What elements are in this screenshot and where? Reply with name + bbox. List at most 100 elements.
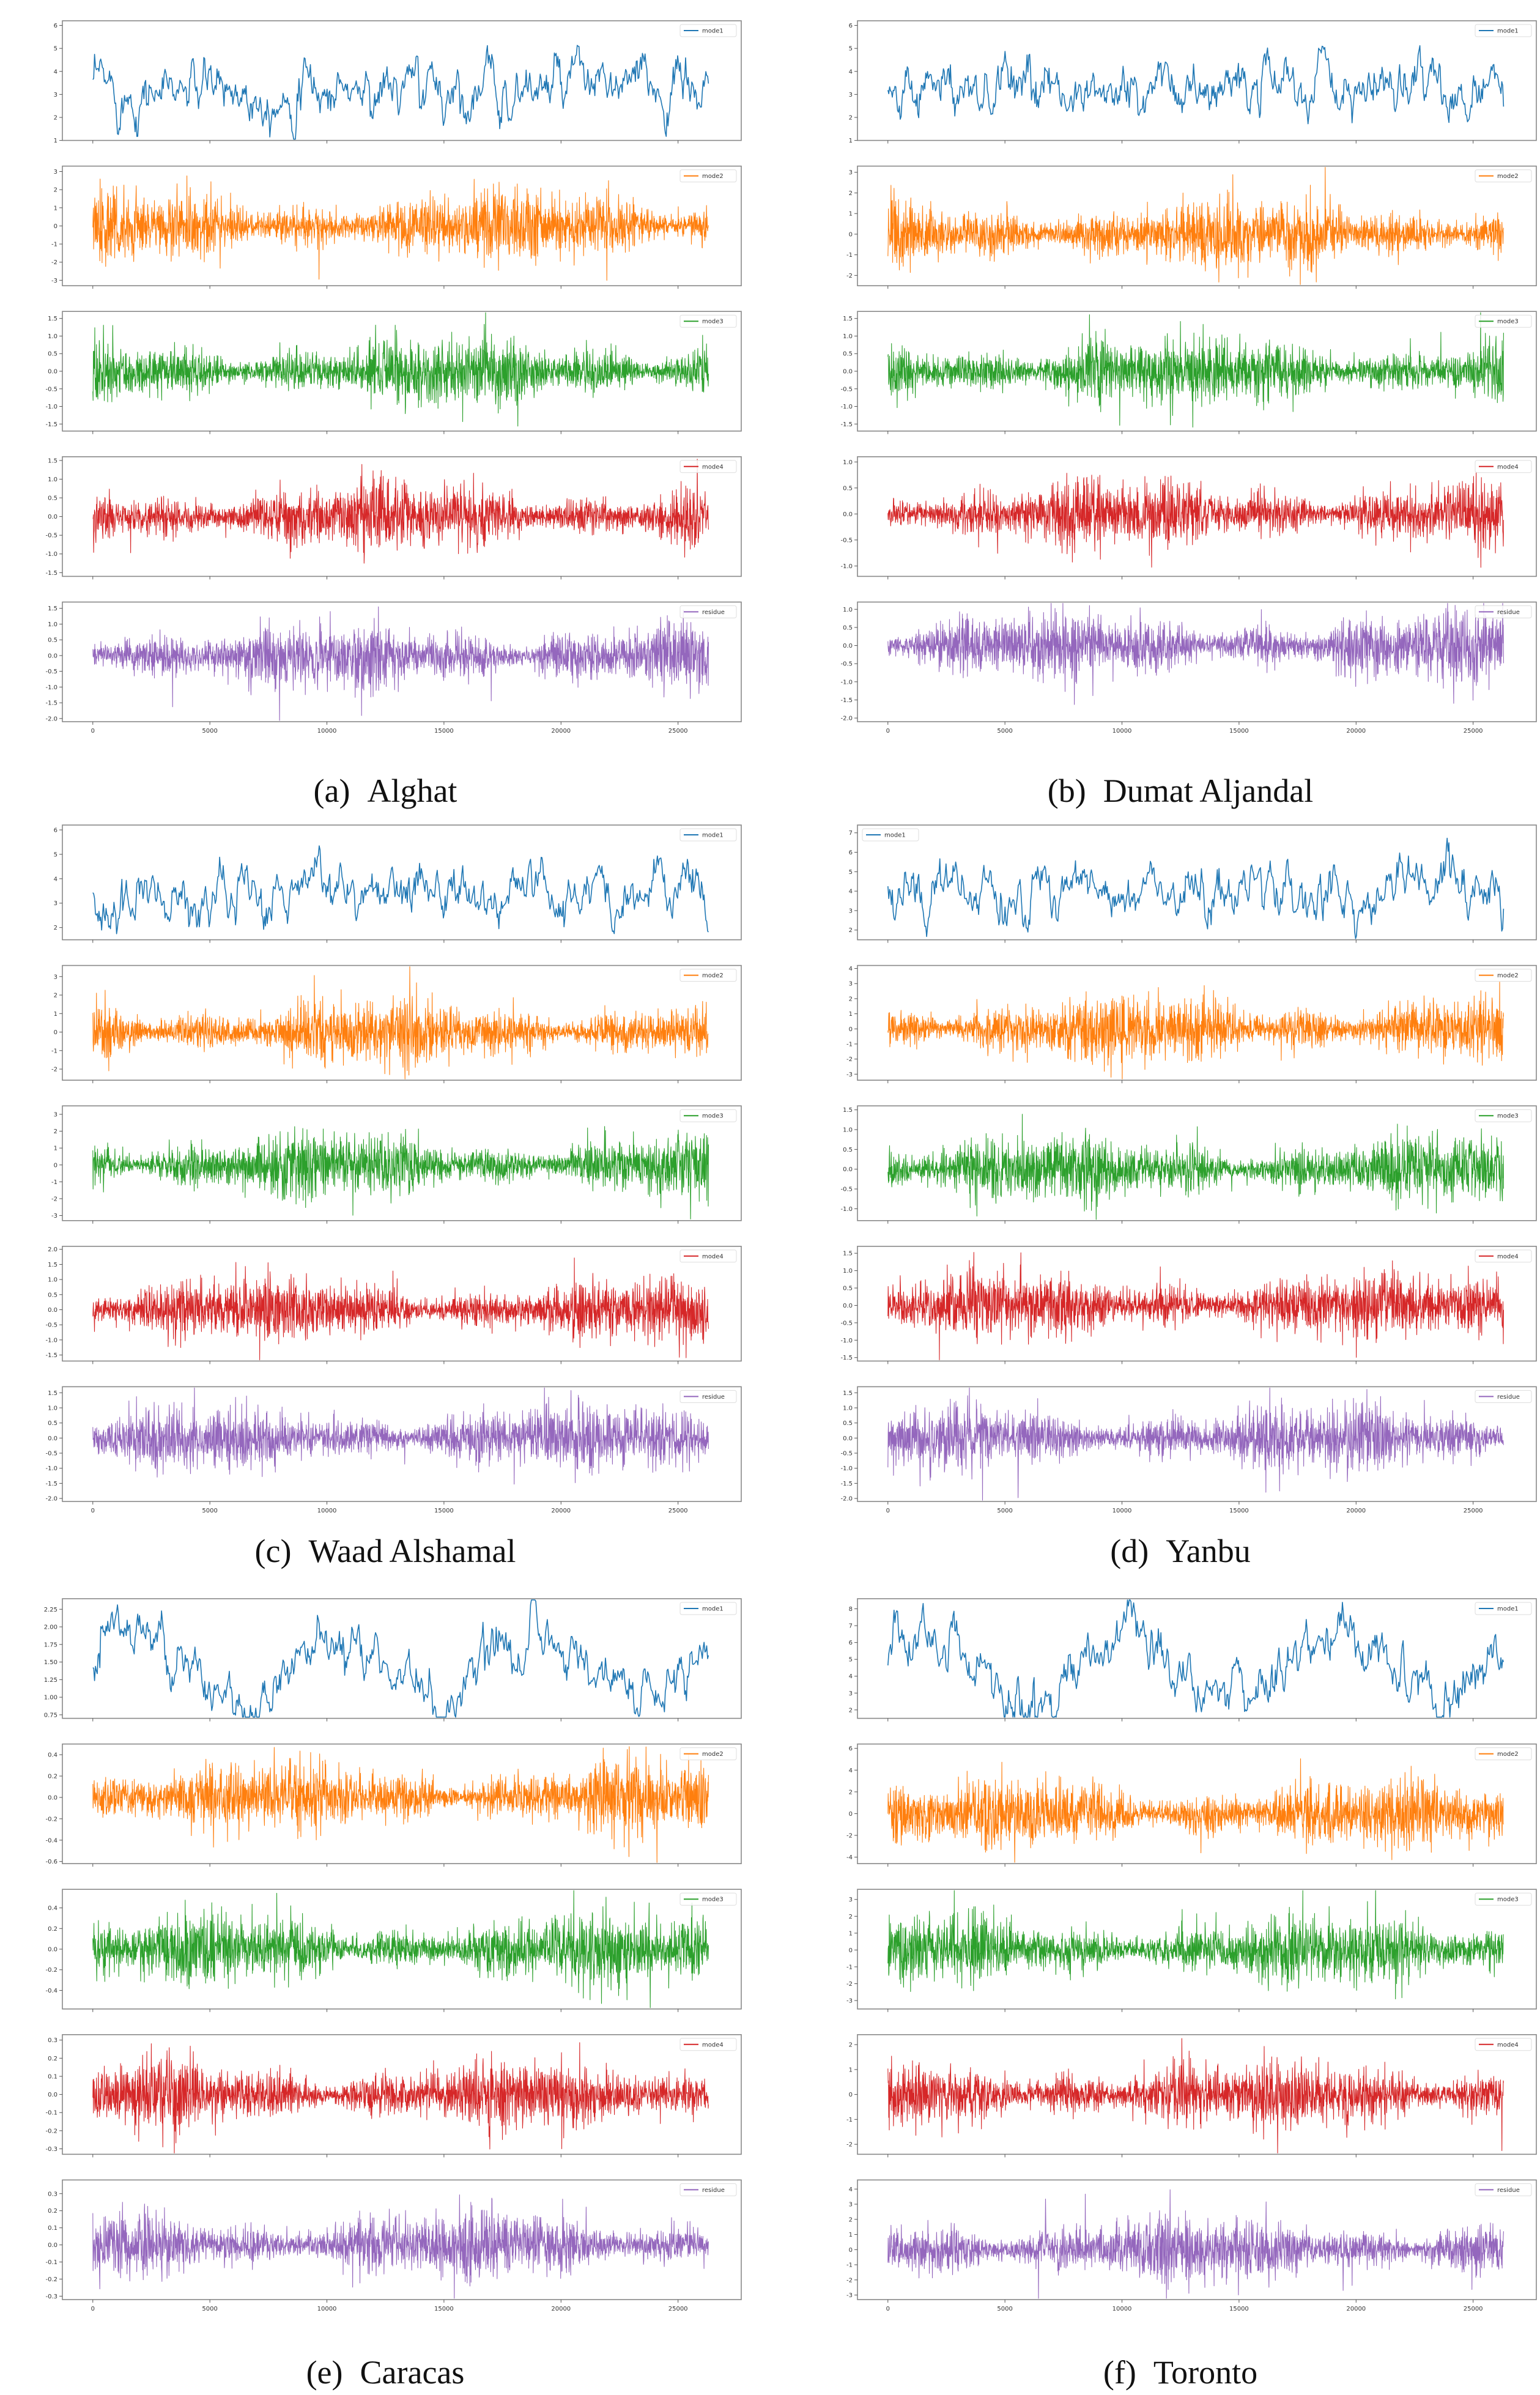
panel-caracas: 0.75 1.00 1.25 1.50 1.75 2.00 2.25 mode1 -0.6 -0.… — [24, 1596, 746, 2324]
caption-d: (d) Yanbu — [820, 1532, 1540, 1570]
legend: mode1 — [862, 828, 919, 842]
y-tick-label: -1.5 — [840, 697, 853, 704]
y-tick-label: 1 — [54, 138, 57, 144]
y-tick-label: -0.2 — [45, 2128, 57, 2134]
y-tick-label: 0 — [54, 1029, 57, 1036]
legend-label: mode2 — [1497, 173, 1519, 180]
y-tick-label: 0.0 — [843, 369, 853, 376]
y-tick-label: 2 — [54, 114, 57, 121]
x-tick-label: 0 — [886, 728, 890, 735]
legend-label: mode1 — [702, 1606, 724, 1613]
axes-frame — [857, 1743, 1537, 1865]
legend: mode4 — [1475, 460, 1532, 473]
subplot-mode1: 2 3 4 5 6 7 8 mode1 — [849, 1598, 1537, 1722]
y-tick-label: -0.5 — [840, 386, 853, 393]
y-tick-label: 1 — [849, 1930, 853, 1937]
y-tick-label: 1 — [54, 205, 57, 212]
legend-label: mode3 — [1497, 1897, 1519, 1903]
x-tick-label: 20000 — [551, 728, 571, 735]
series-line-mode4 — [887, 2038, 1504, 2153]
y-tick-label: 0.2 — [48, 1773, 57, 1780]
y-tick-label: -1.5 — [45, 421, 57, 428]
y-tick-label: -1.0 — [45, 1337, 57, 1344]
legend-box — [679, 1249, 737, 1263]
series-line-mode3 — [92, 1890, 709, 2008]
legend-label: residue — [702, 1394, 725, 1401]
y-tick-label: -0.3 — [45, 2293, 57, 2300]
y-tick-label: 3 — [849, 908, 853, 914]
y-tick-label: 1.5 — [48, 457, 57, 464]
legend-label: mode2 — [702, 1751, 724, 1758]
y-tick-label: 2 — [54, 1128, 57, 1135]
legend-label: mode1 — [702, 832, 724, 839]
legend: mode3 — [1475, 1892, 1532, 1906]
y-tick-label: 0.0 — [48, 2092, 57, 2098]
x-tick-label: 5000 — [202, 728, 217, 735]
legend-box — [679, 828, 737, 842]
x-tick-label: 0 — [91, 728, 95, 735]
caption-f: (f) Toronto — [820, 2353, 1540, 2391]
legend-box — [679, 969, 737, 982]
subplot-residue: -3 -2 -1 0 1 2 3 4 0 5000 10000 15000 20000 25000 resi… — [846, 2179, 1537, 2312]
caption-label: (b) — [1047, 772, 1086, 809]
y-tick-label: 1 — [54, 1146, 57, 1152]
legend-box — [679, 169, 737, 183]
subplot-mode3: -1.5 -1.0 -0.5 0.0 0.5 1.0 1.5 mode3 — [840, 311, 1537, 434]
subplot-residue: -2.0 -1.5 -1.0 -0.5 0.0 0.5 1.0 0 5000 10000 15000… — [840, 601, 1537, 735]
series-line-mode2 — [92, 1746, 709, 1863]
legend-label: mode1 — [1497, 1606, 1519, 1613]
series-line-mode2 — [92, 175, 709, 281]
y-tick-label: 0.5 — [48, 1292, 57, 1298]
legend-box — [1475, 1602, 1532, 1615]
legend-box — [1475, 314, 1532, 328]
y-tick-label: -1.0 — [45, 1465, 57, 1472]
series-line-mode1 — [887, 45, 1505, 125]
legend-box — [679, 24, 737, 37]
legend: mode3 — [1475, 314, 1532, 328]
y-tick-label: 4 — [54, 876, 57, 883]
y-tick-label: 0.0 — [48, 514, 57, 520]
y-tick-label: 0.5 — [843, 351, 853, 358]
legend-label: mode2 — [702, 173, 724, 180]
subplot-residue: -2.0 -1.5 -1.0 -0.5 0.0 0.5 1.0 1.5 0 5000 10000 15… — [45, 601, 742, 735]
legend-box — [1475, 169, 1532, 183]
panel-yanbu: 2 3 4 5 6 7 mode1 -3 -2 -1 0 1 2 3 4 mode2 -1.0 -0.5 0.0 0.… — [820, 823, 1540, 1526]
y-tick-label: -2 — [846, 1056, 853, 1063]
series-line-mode2 — [887, 982, 1504, 1079]
x-tick-label: 25000 — [1464, 728, 1483, 735]
y-tick-label: 2 — [54, 187, 57, 194]
y-tick-label: 1.0 — [48, 1277, 57, 1284]
y-tick-label: -0.3 — [45, 2146, 57, 2153]
y-tick-label: 5 — [54, 851, 57, 858]
y-tick-label: -2.0 — [45, 716, 57, 722]
x-tick-label: 5000 — [997, 728, 1012, 735]
legend-label: mode1 — [884, 832, 906, 839]
y-tick-label: 2 — [849, 190, 853, 197]
y-tick-label: -0.5 — [840, 661, 853, 668]
y-tick-label: 0 — [849, 2247, 853, 2254]
y-tick-label: 1.5 — [843, 1390, 853, 1397]
y-tick-label: -0.1 — [45, 2110, 57, 2117]
x-tick-label: 15000 — [1229, 728, 1249, 735]
series-line-mode2 — [887, 167, 1504, 285]
legend-label: mode4 — [1497, 464, 1519, 470]
y-tick-label: 2.0 — [48, 1246, 57, 1253]
y-tick-label: -0.4 — [45, 1988, 57, 1994]
y-tick-label: 4 — [54, 68, 57, 75]
y-tick-label: 0 — [849, 1947, 853, 1954]
y-tick-label: 3 — [54, 900, 57, 907]
y-tick-label: 2.25 — [44, 1607, 57, 1613]
chart-waad-alshamal: 2 3 4 5 6 mode1 -2 -1 0 1 2 3 mode2 -3 -2 -1 0 1 2 3 mode3 -1… — [45, 824, 742, 1514]
subplot-residue: -2.0 -1.5 -1.0 -0.5 0.0 0.5 1.0 1.5 0 5000 10000 15… — [840, 1386, 1537, 1514]
subplot-mode4: -2 -1 0 1 2 mode4 — [846, 2034, 1537, 2158]
y-tick-label: -1.5 — [45, 1352, 57, 1359]
legend-label: residue — [1497, 1394, 1520, 1401]
y-tick-label: 0.5 — [843, 1420, 853, 1427]
x-tick-label: 0 — [91, 2306, 95, 2312]
y-tick-label: -1 — [51, 242, 57, 248]
legend-label: mode1 — [1497, 28, 1519, 35]
series-line-mode3 — [887, 1114, 1504, 1220]
legend-label: mode1 — [702, 28, 724, 35]
legend: mode3 — [679, 314, 737, 328]
subplot-mode1: 0.75 1.00 1.25 1.50 1.75 2.00 2.25 mode1 — [44, 1598, 742, 1722]
